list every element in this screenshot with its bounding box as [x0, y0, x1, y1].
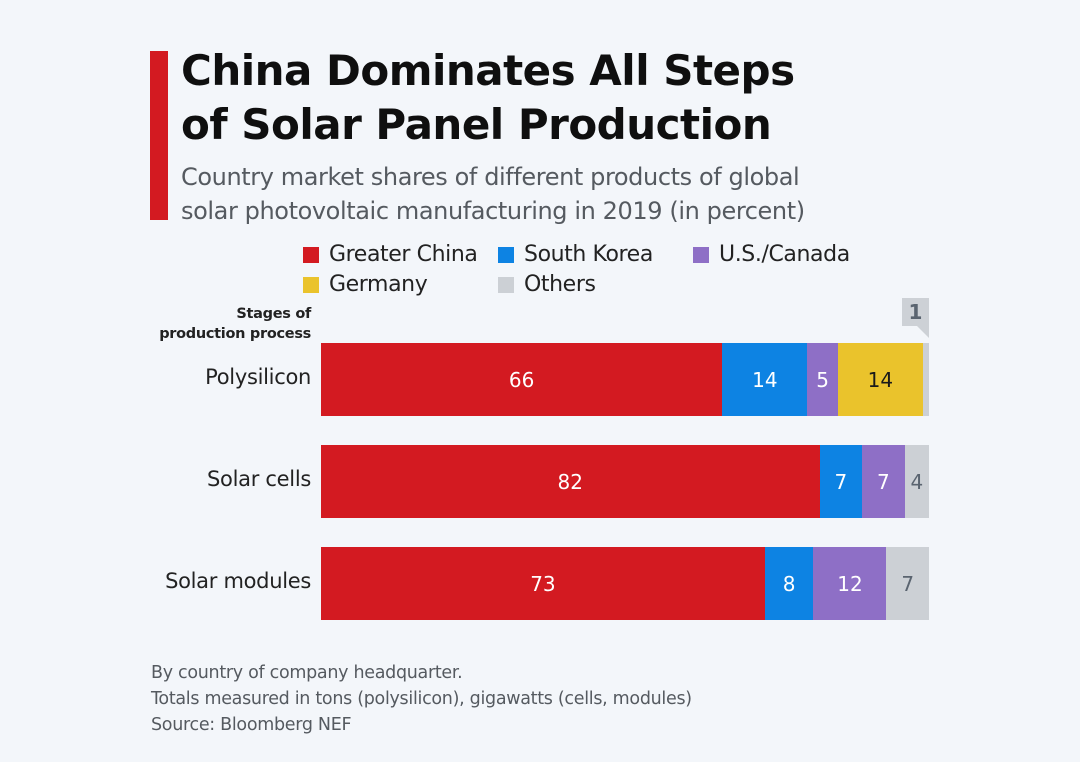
- data-label: 73: [530, 571, 556, 596]
- legend-label: U.S./Canada: [719, 242, 850, 267]
- bar-segment-polysilicon-u-s-canada: 5: [807, 343, 838, 416]
- data-label: 5: [816, 367, 829, 392]
- legend-item-south-korea: South Korea: [498, 242, 653, 267]
- bar-segment-solar-cells-greater-china: 82: [321, 445, 820, 518]
- y-axis-title-line-2: production process: [159, 326, 311, 342]
- title-line-1: China Dominates All Steps: [181, 46, 795, 95]
- legend-swatch: [303, 246, 319, 263]
- legend-swatch: [498, 276, 514, 293]
- data-label: 4: [910, 469, 924, 494]
- data-label: 12: [837, 571, 863, 596]
- legend-label: South Korea: [524, 242, 653, 267]
- bar-segment-polysilicon-greater-china: 66: [321, 343, 723, 416]
- chart-footnotes: By country of company headquarter. Total…: [151, 660, 692, 738]
- data-label: 66: [508, 367, 535, 392]
- y-axis-title: Stages of production process: [159, 304, 311, 344]
- category-label-polysilicon: Polysilicon: [205, 365, 311, 389]
- legend-item-us-canada: U.S./Canada: [693, 242, 850, 267]
- source-note: Source: Bloomberg NEF: [151, 715, 352, 735]
- chart-subtitle: Country market shares of different produ…: [181, 160, 901, 228]
- legend-item-germany: Germany: [303, 272, 428, 297]
- legend-swatch: [693, 246, 709, 263]
- bar-segment-solar-modules-south-korea: 8: [764, 547, 814, 620]
- category-label-solar-cells: Solar cells: [207, 467, 311, 491]
- bar-segment-solar-cells-u-s-canada: 7: [862, 445, 905, 518]
- legend-label: Others: [524, 272, 596, 297]
- footnote-2: Totals measured in tons (polysilicon), g…: [151, 689, 692, 709]
- category-label-solar-modules: Solar modules: [165, 569, 311, 593]
- legend-item-greater-china: Greater China: [303, 242, 478, 267]
- footnote-1: By country of company headquarter.: [151, 663, 463, 683]
- subtitle-line-2: solar photovoltaic manufacturing in 2019…: [181, 197, 805, 225]
- title-line-2: of Solar Panel Production: [181, 100, 772, 149]
- data-label: 7: [877, 469, 890, 494]
- data-label: 14: [752, 367, 778, 392]
- callout-pointer: [917, 326, 929, 338]
- legend-swatch: [303, 276, 319, 293]
- bar-segment-polysilicon-south-korea: 14: [722, 343, 808, 416]
- others-share-callout: 1: [902, 298, 929, 326]
- y-axis-title-line-1: Stages of: [236, 306, 311, 322]
- bar-segment-solar-modules-greater-china: 73: [321, 547, 765, 620]
- bar-segment-polysilicon-germany: 14: [837, 343, 923, 416]
- data-label: 8: [782, 571, 796, 596]
- bar-segment-polysilicon-others: [922, 343, 929, 416]
- bar-segment-solar-modules-u-s-canada: 12: [813, 547, 887, 620]
- legend-item-others: Others: [498, 272, 596, 297]
- subtitle-line-1: Country market shares of different produ…: [181, 163, 800, 191]
- data-label: 14: [867, 367, 894, 392]
- bar-segment-solar-modules-others: 7: [886, 547, 929, 620]
- data-label: 82: [557, 469, 583, 494]
- title-accent-bar: [150, 51, 168, 220]
- data-label: 7: [834, 469, 848, 494]
- data-label: 7: [901, 571, 915, 596]
- legend-label: Germany: [329, 272, 428, 297]
- legend-swatch: [498, 246, 514, 263]
- legend-label: Greater China: [329, 242, 478, 267]
- bar-segment-solar-cells-south-korea: 7: [819, 445, 863, 518]
- chart-title: China Dominates All Steps of Solar Panel…: [181, 44, 981, 152]
- bar-segment-solar-cells-others: 4: [904, 445, 929, 518]
